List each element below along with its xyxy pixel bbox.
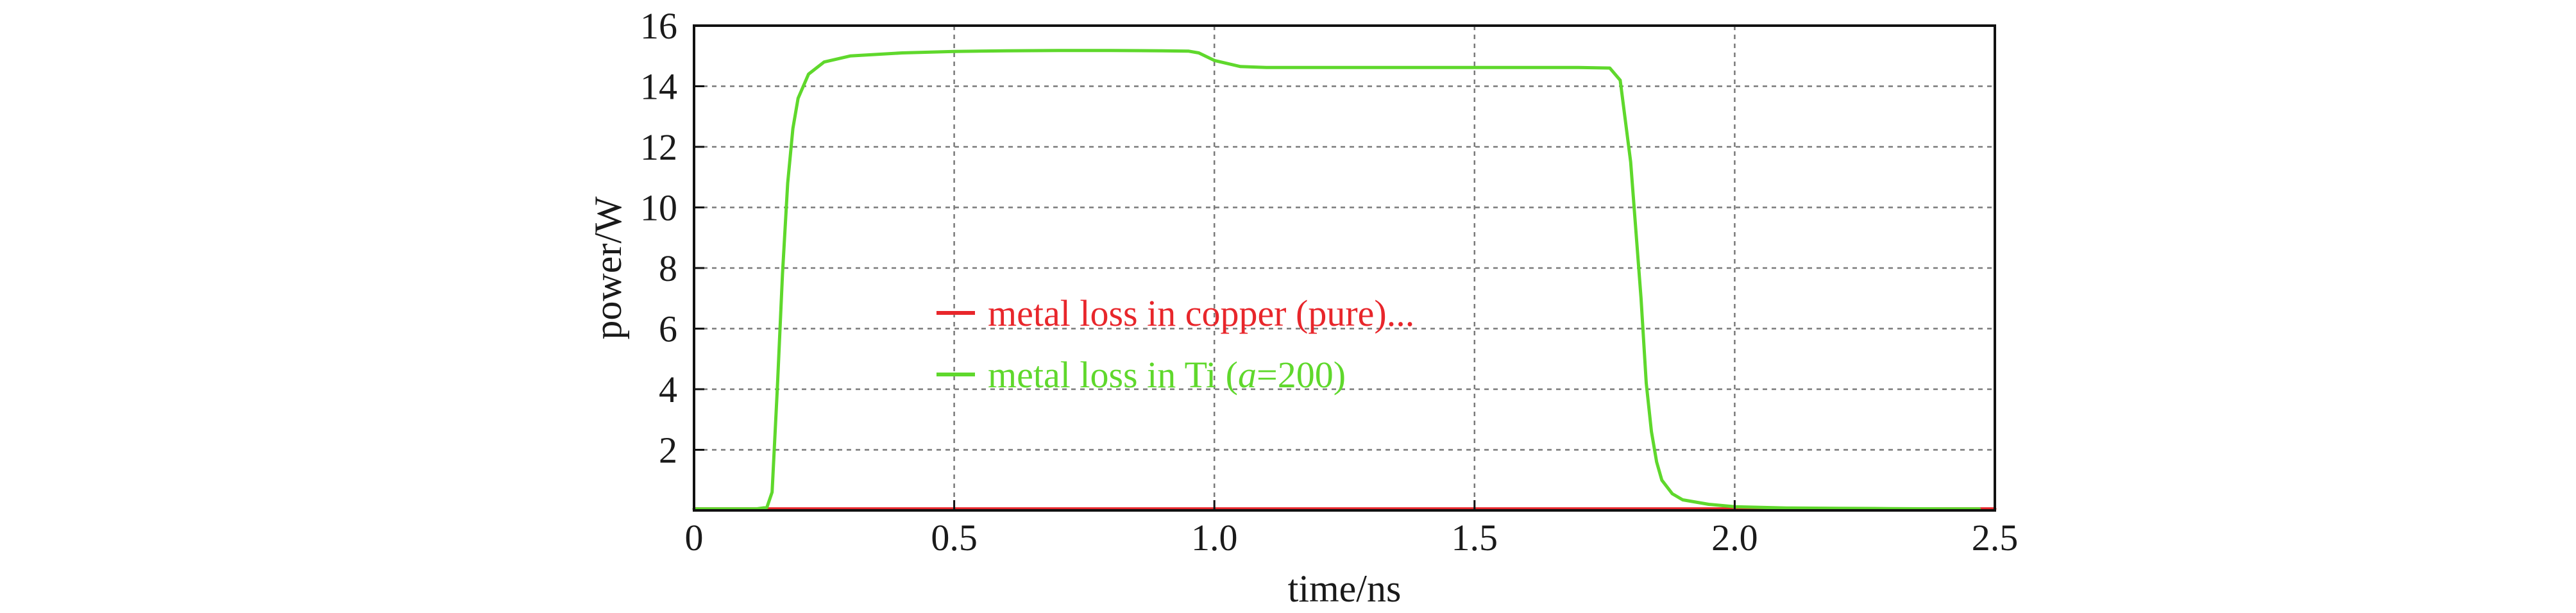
x-tick-label: 0.5 xyxy=(931,517,978,558)
x-axis-label: time/ns xyxy=(1288,567,1402,610)
legend-label: metal loss in copper (pure)... xyxy=(988,292,1414,334)
y-tick-label: 16 xyxy=(640,5,677,47)
y-tick-label: 2 xyxy=(659,430,677,471)
x-tick-label: 2.5 xyxy=(1972,517,2019,558)
y-tick-label: 14 xyxy=(640,66,677,108)
y-tick-label: 6 xyxy=(659,308,677,350)
series-layer xyxy=(692,49,1997,511)
series-line-2 xyxy=(692,49,1981,511)
legend-label: metal loss in Ti (a=200) xyxy=(988,354,1346,396)
y-tick-label: 4 xyxy=(659,369,677,410)
y-axis-label: power/W xyxy=(587,196,629,340)
grid xyxy=(694,26,1995,510)
x-tick-label: 1.5 xyxy=(1452,517,1498,558)
y-tick-label: 12 xyxy=(640,126,677,168)
x-tick-label: 0 xyxy=(685,517,704,558)
y-tick-label: 10 xyxy=(640,187,677,229)
ticks: 0 0.5 1.0 1.5 2.0 2.5 2 4 6 8 10 12 14 16 xyxy=(640,5,2018,558)
legend: metal loss in copper (pure)... metal loss… xyxy=(936,292,1414,396)
y-tick-label: 8 xyxy=(659,248,677,289)
x-tick-label: 1.0 xyxy=(1191,517,1238,558)
x-tick-label: 2.0 xyxy=(1711,517,1758,558)
